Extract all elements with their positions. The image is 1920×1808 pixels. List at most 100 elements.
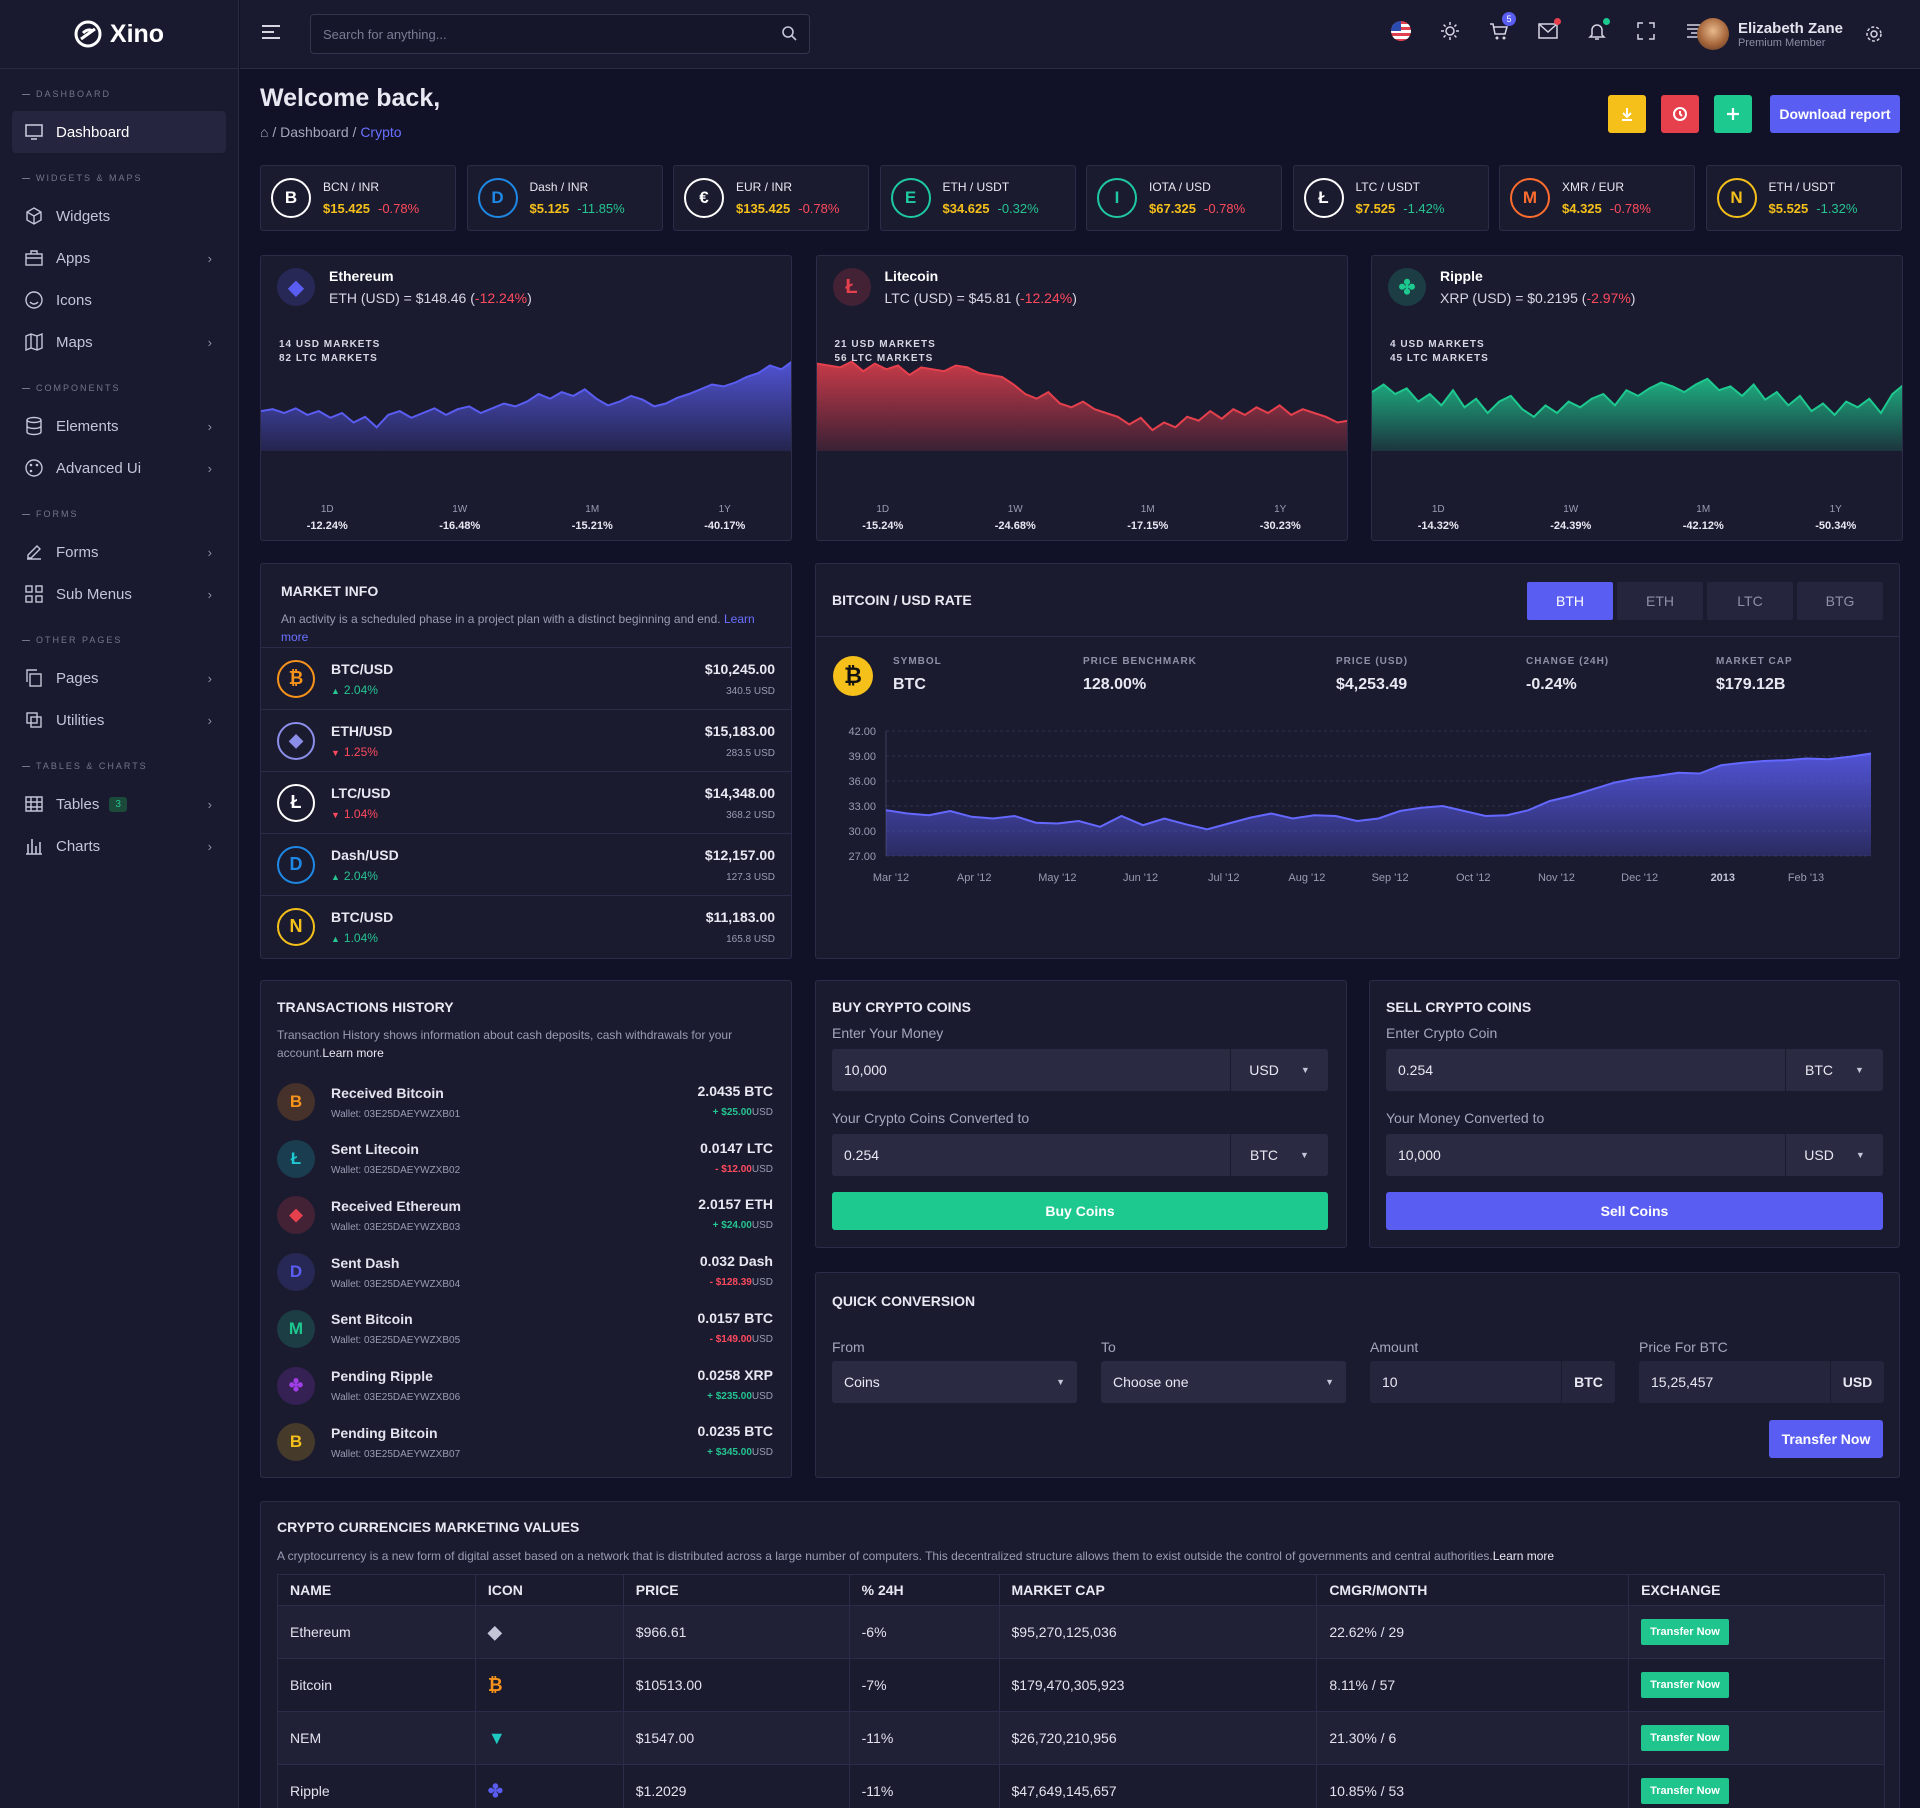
transaction-row[interactable]: ◆ Received Ethereum Wallet: 03E25DAEYWZXB0…	[277, 1190, 773, 1240]
sidebar-item-elements[interactable]: Elements ›	[0, 405, 238, 447]
search-icon[interactable]	[781, 25, 797, 41]
transaction-row[interactable]: M Sent Bitcoin Wallet: 03E25DAEYWZXB05 0.01…	[277, 1304, 773, 1354]
ticker-card[interactable]: D Dash / INR $5.125 -11.85%	[466, 165, 663, 231]
quick-price-input[interactable]: 15,25,457 USD	[1639, 1361, 1884, 1403]
ticker-card[interactable]: B BCN / INR $15.425 -0.78%	[260, 165, 456, 231]
column-header[interactable]: MARKET CAP	[998, 1574, 1318, 1606]
coin-price-sparkline	[261, 361, 791, 451]
transfer-now-button[interactable]: Transfer Now	[1641, 1619, 1729, 1645]
sell-coins-button[interactable]: Sell Coins	[1386, 1192, 1883, 1230]
transaction-row[interactable]: Ł Sent Litecoin Wallet: 03E25DAEYWZXB02 0.0…	[277, 1134, 773, 1184]
brand[interactable]: Xino	[0, 0, 238, 69]
ticker-card[interactable]: N ETH / USDT $5.525 -1.32%	[1705, 165, 1902, 231]
tab-bth[interactable]: BTH	[1527, 582, 1613, 620]
home-icon[interactable]: ⌂	[260, 124, 269, 140]
ticker-card[interactable]: E ETH / USDT $34.625 -0.32%	[879, 165, 1076, 231]
column-header[interactable]: CMGR/MONTH	[1316, 1574, 1630, 1606]
ticker-card[interactable]: Ł LTC / USDT $7.525 -1.42%	[1292, 165, 1489, 231]
tab-eth[interactable]: ETH	[1617, 582, 1703, 620]
sidebar-item-sub-menus[interactable]: Sub Menus ›	[0, 573, 238, 615]
column-header[interactable]: % 24H	[848, 1574, 1000, 1606]
add-button[interactable]	[1714, 95, 1752, 133]
btc-stat-value: $4,253.49	[1336, 676, 1408, 693]
market-row[interactable]: D Dash/USD ▲ 2.04% $12,157.00 127.3 USD	[261, 833, 791, 895]
sidebar-item-icons[interactable]: Icons	[0, 279, 238, 321]
mail-icon[interactable]	[1537, 18, 1561, 42]
sidebar: Xino DASHBOARD Dashboard WIDGETS & MAPS Wid…	[0, 0, 239, 1808]
download-report-button[interactable]: Download report	[1770, 95, 1900, 133]
gear-icon[interactable]	[1864, 24, 1884, 44]
market-row[interactable]: Ł LTC/USD ▼ 1.04% $14,348.00 368.2 USD	[261, 771, 791, 833]
marketing-learn-more-link[interactable]: Learn more	[1492, 1549, 1555, 1563]
column-header[interactable]: EXCHANGE	[1628, 1574, 1885, 1606]
fullscreen-icon[interactable]	[1635, 20, 1657, 42]
chevron-down-icon: ▼	[1855, 1150, 1865, 1160]
market-row[interactable]: ◆ ETH/USD ▼ 1.25% $15,183.00 283.5 USD	[261, 709, 791, 771]
flag-icon[interactable]	[1390, 20, 1412, 42]
sidebar-item-maps[interactable]: Maps ›	[0, 321, 238, 363]
quick-from-select[interactable]: Coins ▼	[832, 1361, 1077, 1403]
tab-ltc[interactable]: LTC	[1707, 582, 1793, 620]
ticker-card[interactable]: € EUR / INR $135.425 -0.78%	[673, 165, 869, 231]
clock-button[interactable]	[1661, 95, 1699, 133]
sun-icon[interactable]	[1439, 20, 1461, 42]
column-header[interactable]: ICON	[474, 1574, 624, 1606]
sidebar-item-utilities[interactable]: Utilities ›	[0, 699, 238, 741]
download-button[interactable]	[1608, 95, 1646, 133]
transactions-learn-more-link[interactable]: Learn more	[322, 1046, 384, 1060]
cart-icon[interactable]: 5	[1488, 12, 1516, 42]
user-menu[interactable]: Elizabeth Zane Premium Member	[1696, 18, 1884, 50]
sidebar-item-tables[interactable]: Tables 3 ›	[0, 783, 238, 825]
period-label: 1M	[1140, 504, 1155, 515]
avatar[interactable]	[1696, 18, 1729, 50]
sidebar-section-label: COMPONENTS	[0, 383, 238, 393]
transaction-row[interactable]: D Sent Dash Wallet: 03E25DAEYWZXB04 0.032 D…	[277, 1247, 773, 1297]
x-tick-label: Mar '12	[873, 872, 909, 884]
buy-coins-currency-select[interactable]: BTC ▼	[1230, 1134, 1328, 1176]
y-tick-label: 36.00	[848, 776, 876, 788]
sidebar-item-advanced-ui[interactable]: Advanced Ui ›	[0, 447, 238, 489]
quick-amount-input[interactable]: 10 BTC	[1370, 1361, 1615, 1403]
tab-btg[interactable]: BTG	[1797, 582, 1883, 620]
market-row[interactable]: ₿ BTC/USD ▲ 2.04% $10,245.00 340.5 USD	[261, 647, 791, 709]
column-header[interactable]: PRICE	[622, 1574, 850, 1606]
period-stat: 1D -14.32%	[1372, 504, 1505, 532]
list-icon[interactable]	[1684, 20, 1706, 42]
sell-coin-input[interactable]: 0.254 BTC ▼	[1386, 1049, 1883, 1091]
coin-rate: LTC (USD) = $45.81	[884, 290, 1012, 306]
transfer-now-button[interactable]: Transfer Now	[1641, 1672, 1729, 1698]
sell-money-input[interactable]: 10,000 USD ▼	[1386, 1134, 1883, 1176]
sell-coin-currency-select[interactable]: BTC ▼	[1785, 1049, 1883, 1091]
sell-money-currency-select[interactable]: USD ▼	[1785, 1134, 1883, 1176]
transaction-row[interactable]: B Pending Bitcoin Wallet: 03E25DAEYWZXB07 0…	[277, 1417, 773, 1467]
table-row: Bitcoin ₿ $10513.00 -7% $179,470,305,923 8.11…	[277, 1658, 1885, 1712]
breadcrumb-dashboard[interactable]: Dashboard	[280, 124, 349, 140]
transfer-now-button[interactable]: Transfer Now	[1641, 1725, 1729, 1751]
cart-count-badge: 5	[1502, 12, 1516, 26]
copy-icon	[24, 668, 44, 688]
learn-more-link[interactable]: Learn more	[281, 612, 755, 644]
buy-coins-button[interactable]: Buy Coins	[832, 1192, 1328, 1230]
sidebar-item-apps[interactable]: Apps ›	[0, 237, 238, 279]
column-header[interactable]: NAME	[277, 1574, 476, 1606]
buy-coins-input[interactable]: 0.254 BTC ▼	[832, 1134, 1328, 1176]
sidebar-item-dashboard[interactable]: Dashboard	[12, 111, 226, 153]
buy-money-currency-select[interactable]: USD ▼	[1230, 1049, 1328, 1091]
transfer-now-button[interactable]: Transfer Now	[1769, 1420, 1883, 1458]
sidebar-item-forms[interactable]: Forms ›	[0, 531, 238, 573]
menu-toggle-icon[interactable]	[262, 25, 280, 39]
transaction-row[interactable]: B Received Bitcoin Wallet: 03E25DAEYWZXB01…	[277, 1077, 773, 1127]
bell-icon[interactable]	[1586, 18, 1610, 42]
market-row[interactable]: N BTC/USD ▲ 1.04% $11,183.00 165.8 USD	[261, 895, 791, 957]
sidebar-item-widgets[interactable]: Widgets	[0, 195, 238, 237]
sidebar-item-pages[interactable]: Pages ›	[0, 657, 238, 699]
search-input[interactable]: Search for anything...	[310, 14, 810, 54]
buy-money-input[interactable]: 10,000 USD ▼	[832, 1049, 1328, 1091]
transfer-now-button[interactable]: Transfer Now	[1641, 1778, 1729, 1804]
quick-to-select[interactable]: Choose one ▼	[1101, 1361, 1346, 1403]
transaction-row[interactable]: ✤ Pending Ripple Wallet: 03E25DAEYWZXB06 0.…	[277, 1361, 773, 1411]
ticker-card[interactable]: I IOTA / USD $67.325 -0.78%	[1086, 165, 1282, 231]
breadcrumb-crypto[interactable]: Crypto	[360, 124, 402, 140]
ticker-card[interactable]: M XMR / EUR $4.325 -0.78%	[1499, 165, 1695, 231]
sidebar-item-charts[interactable]: Charts ›	[0, 825, 238, 867]
